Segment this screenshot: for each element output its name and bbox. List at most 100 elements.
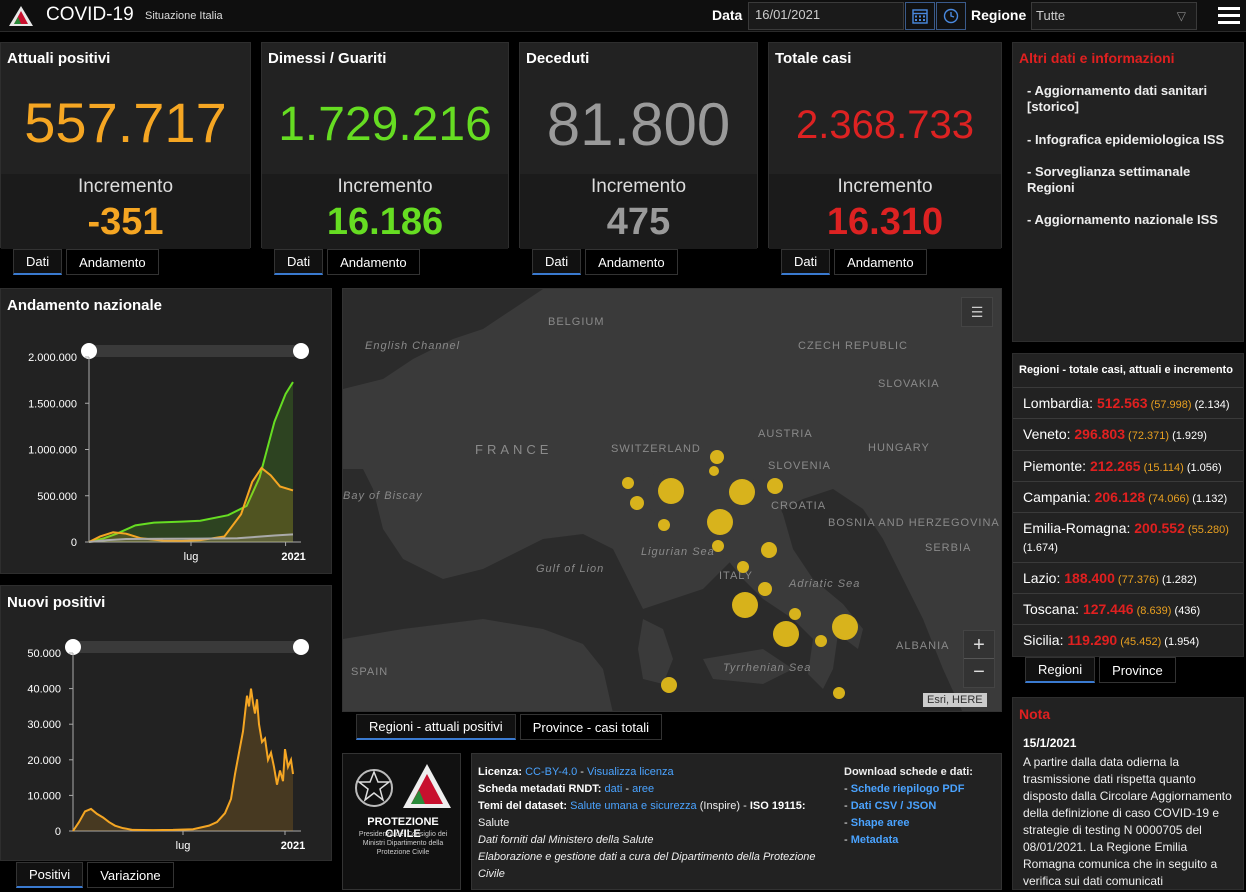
range-handle[interactable] — [293, 343, 309, 359]
bubble-campania[interactable] — [773, 621, 799, 647]
download-csv-link[interactable]: Dati CSV / JSON — [850, 800, 937, 813]
other-info-link[interactable]: - Aggiornamento dati sanitari [storico] — [1027, 83, 1208, 115]
andamento-nazionale-chart[interactable]: 0 500.000 1.000.000 1.500.000 2.000.000 lug 20… — [1, 289, 333, 575]
scheda-dati-link[interactable]: dati — [604, 783, 623, 796]
bubble-sardegna[interactable] — [661, 677, 677, 693]
range-handle[interactable] — [293, 639, 309, 655]
region-current: (57.998) — [1147, 399, 1192, 411]
tab-province[interactable]: Province — [1099, 657, 1176, 683]
download-metadata-link[interactable]: Metadata — [850, 834, 899, 847]
bubble[interactable] — [761, 542, 777, 558]
download-pdf-link[interactable]: Schede riepilogo PDF — [850, 783, 965, 796]
bubble-veneto[interactable] — [729, 479, 755, 505]
card-increment-value: 16.310 — [826, 201, 944, 243]
region-name: Lazio: — [1023, 569, 1065, 586]
map-canvas[interactable]: BELGIUM English Channel CZECH REPUBLIC S… — [343, 289, 1002, 712]
tab-regioni[interactable]: Regioni — [1025, 657, 1096, 683]
tab-dati[interactable]: Dati — [781, 249, 831, 275]
tab-andamento[interactable]: Andamento — [327, 249, 420, 275]
tab-andamento[interactable]: Andamento — [585, 249, 678, 275]
bubble[interactable] — [658, 519, 670, 531]
menu-icon[interactable] — [1218, 5, 1240, 27]
licenza-link[interactable]: CC-BY-4.0 — [525, 766, 578, 778]
bubble[interactable] — [630, 496, 644, 510]
other-info-link[interactable]: - Infografica epidemiologica ISS — [1027, 131, 1225, 147]
tab-dati[interactable]: Dati — [274, 249, 324, 275]
bubble[interactable] — [767, 478, 783, 494]
region-bubbles[interactable] — [622, 450, 858, 699]
region-row[interactable]: Lombardia: 512.563 (57.998) (2.134) — [1013, 387, 1243, 418]
licenza-sep: - — [577, 766, 588, 778]
time-button[interactable] — [936, 2, 966, 30]
chart-tabs: Positivi Variazione — [16, 862, 174, 888]
region-row[interactable]: Toscana: 127.446 (8.639) (436) — [1013, 593, 1243, 624]
map[interactable]: BELGIUM English Channel CZECH REPUBLIC S… — [342, 288, 1002, 712]
meta-line2: Elaborazione e gestione dati a cura del … — [478, 851, 816, 881]
bubble[interactable] — [758, 582, 772, 596]
bubble[interactable] — [737, 561, 749, 573]
map-attribution[interactable]: Esri, HERE — [923, 693, 987, 707]
tab-province-casi-totali[interactable]: Province - casi totali — [519, 714, 663, 740]
range-handle[interactable] — [65, 639, 81, 655]
download-shape-link[interactable]: Shape aree — [850, 817, 910, 830]
tab-andamento[interactable]: Andamento — [66, 249, 159, 275]
tab-regioni-attuali-positivi[interactable]: Regioni - attuali positivi — [356, 714, 516, 740]
region-row[interactable]: Sicilia: 119.290 (45.452) (1.954) — [1013, 624, 1243, 655]
bubble-lombardia[interactable] — [658, 478, 684, 504]
map-label: ALBANIA — [896, 640, 949, 652]
bubble[interactable] — [815, 635, 827, 647]
temi-link[interactable]: Salute umana e sicurezza — [570, 800, 697, 813]
bubble[interactable] — [789, 608, 801, 620]
region-total: 127.446 — [1082, 601, 1134, 618]
legend-button[interactable]: ☰ — [961, 297, 993, 327]
region-row[interactable]: Campania: 206.128 (74.066) (1.132) — [1013, 480, 1243, 512]
tab-positivi[interactable]: Positivi — [16, 862, 84, 888]
calendar-button[interactable] — [905, 2, 935, 30]
zoom-out-button[interactable]: − — [973, 661, 985, 683]
calendar-icon — [912, 9, 928, 24]
bubble[interactable] — [833, 687, 845, 699]
date-label: Data — [712, 7, 743, 23]
region-row[interactable]: Veneto: 296.803 (72.371) (1.929) — [1013, 418, 1243, 449]
region-select[interactable]: Tutte ▽ — [1031, 2, 1197, 30]
tab-dati[interactable]: Dati — [532, 249, 582, 275]
bubble[interactable] — [712, 540, 724, 552]
map-tabs: Regioni - attuali positivi Province - ca… — [356, 714, 663, 740]
tab-dati[interactable]: Dati — [13, 249, 63, 275]
nuovi-positivi-chart[interactable]: 0 10.000 20.000 30.000 40.000 50.000 lug 2021 — [1, 586, 333, 862]
map-label: Gulf of Lion — [536, 563, 604, 575]
bubble[interactable] — [622, 477, 634, 489]
x-tick-label: lug — [176, 840, 191, 852]
region-row[interactable]: Piemonte: 212.265 (15.114) (1.056) — [1013, 449, 1243, 481]
metadata-text: Licenza: CC-BY-4.0 - Visualizza licenza … — [478, 764, 828, 883]
top-bar: COVID-19 Situazione Italia Data 16/01/20… — [0, 0, 1246, 32]
tab-variazione[interactable]: Variazione — [87, 862, 174, 888]
scheda-aree-link[interactable]: aree — [632, 783, 655, 796]
date-input[interactable]: 16/01/2021 — [748, 2, 904, 30]
bubble[interactable] — [710, 450, 724, 464]
zoom-in-button[interactable]: + — [964, 631, 994, 659]
bubble-lazio[interactable] — [732, 592, 758, 618]
region-row[interactable]: Emilia-Romagna: 200.552 (55.280) (1.674) — [1013, 512, 1243, 562]
other-info-link[interactable]: - Sorveglianza settimanale Regioni — [1027, 163, 1191, 195]
bubble-puglia[interactable] — [832, 614, 858, 640]
region-row[interactable]: Puglia: 109.500 (54.000) (1.000) — [1013, 655, 1243, 656]
map-label: BELGIUM — [548, 316, 605, 328]
app-title: COVID-19 — [46, 4, 134, 25]
region-name: Campania: — [1023, 488, 1095, 505]
region-total: 296.803 — [1074, 426, 1125, 443]
region-row[interactable]: Lazio: 188.400 (77.376) (1.282) — [1013, 561, 1243, 593]
region-name: Sicilia: — [1023, 632, 1068, 649]
visualizza-licenza-link[interactable]: Visualizza licenza — [587, 766, 674, 778]
bubble-emilia-romagna[interactable] — [707, 509, 733, 535]
card-increment-box — [262, 174, 508, 249]
bubble[interactable] — [709, 466, 719, 476]
range-handle[interactable] — [81, 343, 97, 359]
region-current: (77.376) — [1114, 573, 1159, 586]
region-name: Piemonte: — [1023, 457, 1090, 474]
series-line — [88, 533, 294, 543]
other-info-link[interactable]: - Aggiornamento nazionale ISS — [1027, 212, 1218, 228]
region-current: (45.452) — [1117, 636, 1162, 649]
tab-andamento[interactable]: Andamento — [834, 249, 927, 275]
card-value: 1.729.216 — [278, 98, 492, 151]
